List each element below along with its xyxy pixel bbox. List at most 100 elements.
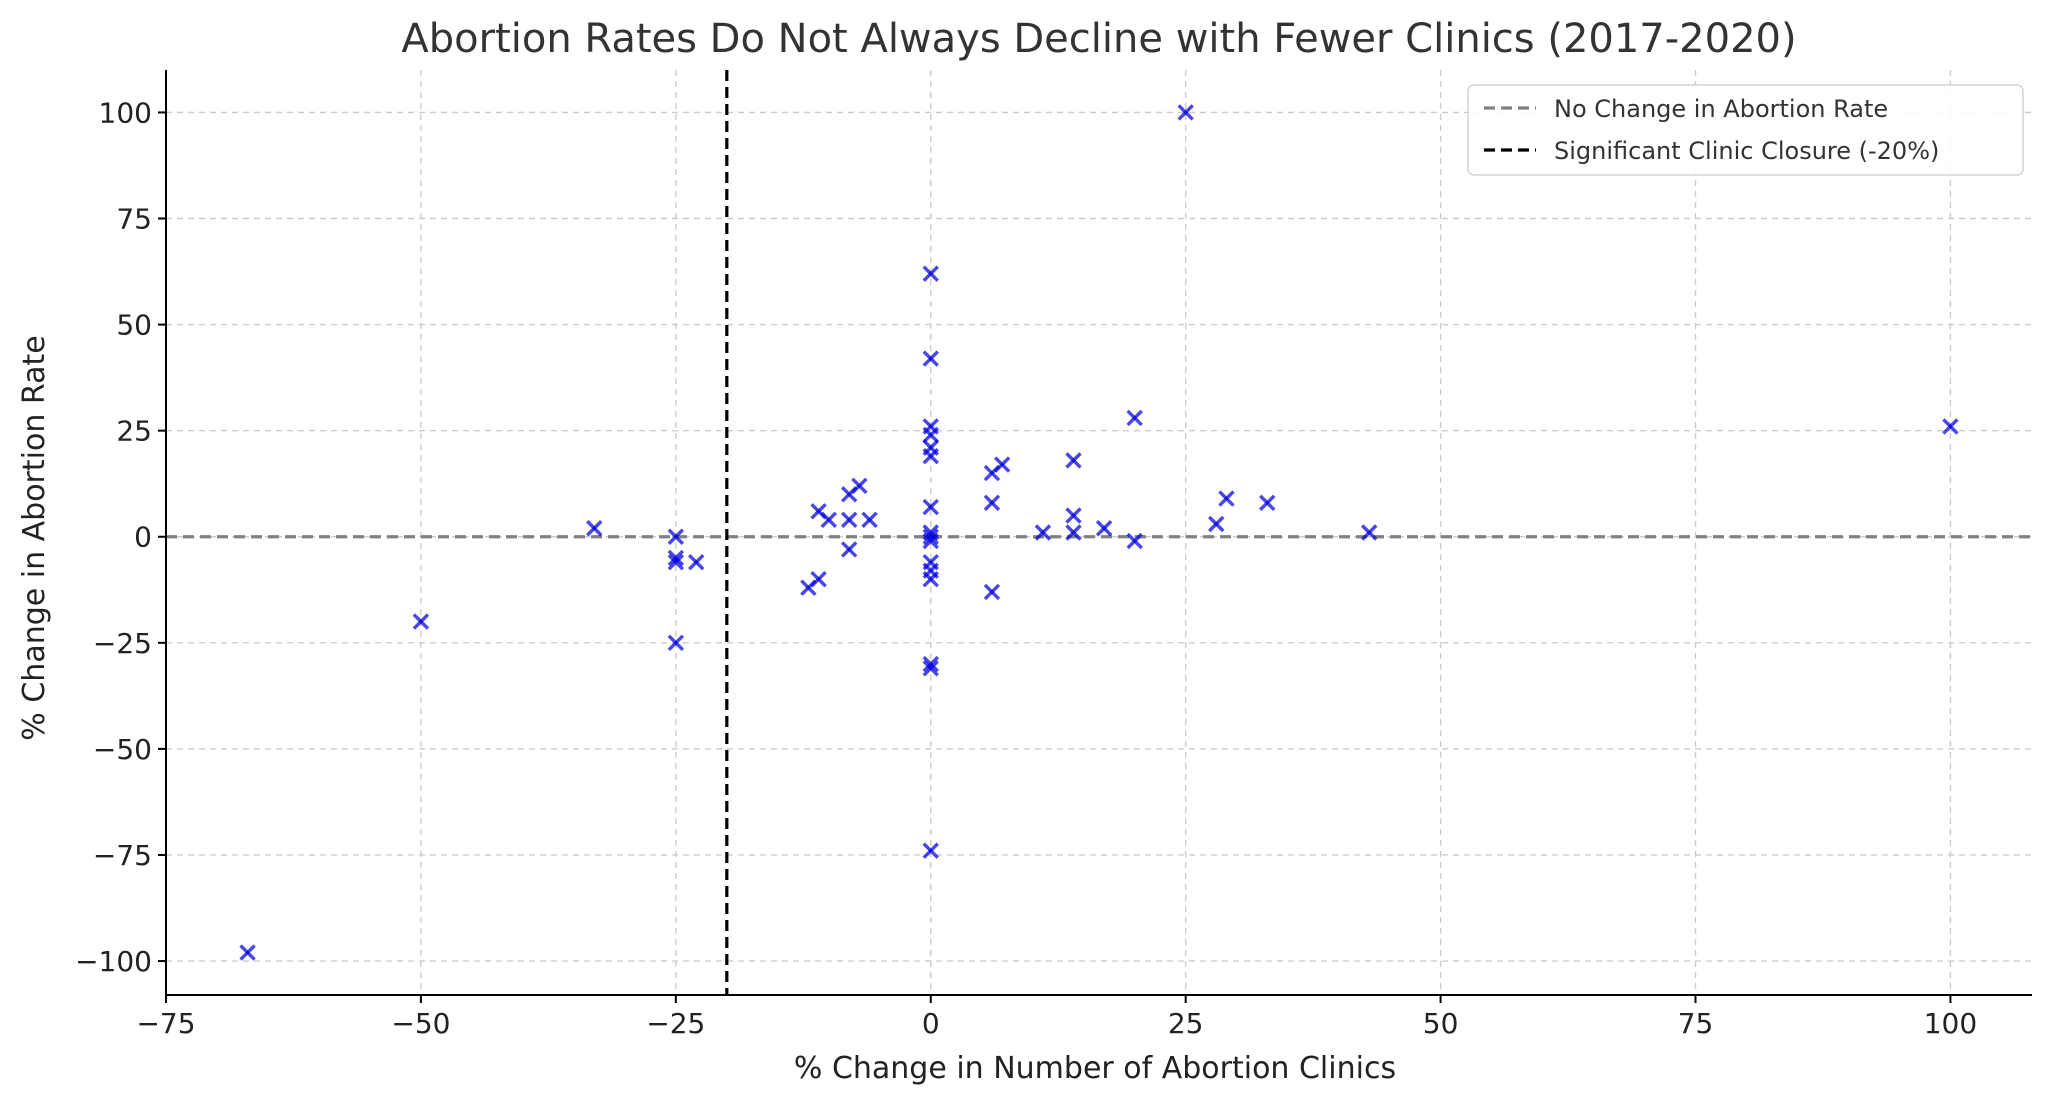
tick-labels: −75 −50 −25 0 25 50 75 100 −100 −75 −50 −25 0 25 50 75 1… — [75, 96, 1977, 1040]
legend-label-no-change: No Change in Abortion Rate — [1554, 95, 1888, 123]
data-point-stroke — [922, 842, 939, 859]
data-point-stroke — [1259, 494, 1276, 512]
data-point — [851, 477, 868, 495]
data-point — [840, 511, 858, 528]
data-point — [810, 570, 827, 588]
data-point-stroke — [922, 265, 939, 282]
y-tick-label: 100 — [99, 96, 152, 129]
data-point — [586, 520, 603, 537]
data-point-stroke — [239, 944, 256, 961]
data-point — [1065, 524, 1082, 541]
data-point — [1065, 507, 1082, 524]
data-point-stroke — [1126, 409, 1143, 427]
data-point-stroke — [688, 553, 705, 571]
y-tick-label: −100 — [75, 945, 152, 978]
data-points — [239, 104, 1959, 961]
data-point — [239, 944, 256, 961]
data-point-stroke — [810, 503, 827, 520]
data-point-stroke — [922, 498, 939, 516]
data-point — [983, 583, 1001, 601]
legend-box — [1467, 84, 2024, 176]
data-point — [922, 660, 939, 677]
data-point-stroke — [851, 477, 868, 495]
x-tick-label: 100 — [1924, 1007, 1977, 1040]
data-point-stroke — [1177, 104, 1194, 121]
data-point — [922, 570, 939, 588]
data-point-stroke — [586, 520, 603, 537]
data-point — [922, 842, 939, 859]
y-tick-label: 75 — [116, 203, 152, 236]
x-tick-label: 25 — [1168, 1007, 1204, 1040]
x-axis-label: % Change in Number of Abortion Clinics — [794, 1051, 1396, 1086]
data-point — [840, 541, 858, 558]
data-point-stroke — [1034, 524, 1052, 541]
x-tick-label: −50 — [391, 1007, 450, 1040]
data-point — [1942, 418, 1959, 435]
data-point-stroke — [667, 634, 685, 652]
y-tick-label: 0 — [134, 521, 152, 554]
y-tick-label: −25 — [93, 627, 152, 660]
data-point — [922, 426, 939, 444]
data-point-stroke — [993, 456, 1011, 473]
data-point-stroke — [820, 511, 837, 528]
data-point — [1208, 515, 1225, 533]
data-point — [1034, 524, 1052, 541]
data-point-stroke — [1065, 524, 1082, 541]
data-point-stroke — [840, 511, 858, 528]
data-point-stroke — [983, 583, 1001, 601]
data-point — [1259, 494, 1276, 512]
data-point — [1126, 532, 1143, 550]
data-point-stroke — [922, 570, 939, 588]
data-point — [983, 494, 1001, 512]
y-axis-label: % Change in Abortion Rate — [17, 335, 52, 740]
data-point — [688, 553, 705, 571]
x-tick-label: 75 — [1678, 1007, 1714, 1040]
chart-title: Abortion Rates Do Not Always Decline wit… — [401, 16, 1796, 62]
data-point-stroke — [1208, 515, 1225, 533]
legend: No Change in Abortion Rate Significant C… — [1467, 84, 2024, 176]
data-point-stroke — [922, 660, 939, 677]
data-point — [922, 265, 939, 282]
data-point — [1361, 524, 1378, 541]
data-point-stroke — [922, 350, 939, 367]
data-point — [820, 511, 837, 528]
data-point-stroke — [412, 613, 430, 630]
data-point — [1177, 104, 1194, 121]
data-point — [1126, 409, 1143, 427]
data-point — [922, 655, 939, 673]
data-point-stroke — [667, 528, 685, 545]
x-tick-label: −75 — [136, 1007, 195, 1040]
data-point-stroke — [983, 494, 1001, 512]
data-point-stroke — [1065, 507, 1082, 524]
data-point-stroke — [922, 426, 939, 444]
data-point-stroke — [1095, 520, 1113, 537]
data-point-stroke — [1218, 490, 1235, 507]
y-tick-label: 25 — [116, 415, 152, 448]
data-point-stroke — [1126, 532, 1143, 550]
data-point — [861, 511, 878, 528]
legend-label-clinic-closure: Significant Clinic Closure (-20%) — [1554, 137, 1939, 165]
data-point — [922, 498, 939, 516]
x-tick-label: 50 — [1423, 1007, 1459, 1040]
y-tick-label: −50 — [93, 733, 152, 766]
y-tick-label: 50 — [116, 309, 152, 342]
data-point — [412, 613, 430, 630]
data-point-stroke — [840, 541, 858, 558]
data-point-stroke — [922, 528, 939, 545]
x-tick-label: −25 — [646, 1007, 705, 1040]
data-point — [667, 528, 685, 545]
data-point-stroke — [667, 553, 685, 571]
data-point — [1218, 490, 1235, 507]
data-point-stroke — [1065, 452, 1082, 469]
y-tick-label: −75 — [93, 839, 152, 872]
data-point — [922, 528, 939, 545]
data-point — [922, 447, 939, 465]
data-point — [1095, 520, 1113, 537]
data-point-stroke — [922, 447, 939, 465]
data-point-stroke — [1942, 418, 1959, 435]
x-tick-label: 0 — [922, 1007, 940, 1040]
data-point — [993, 456, 1011, 473]
data-point-stroke — [810, 570, 827, 588]
data-point-stroke — [922, 532, 939, 550]
